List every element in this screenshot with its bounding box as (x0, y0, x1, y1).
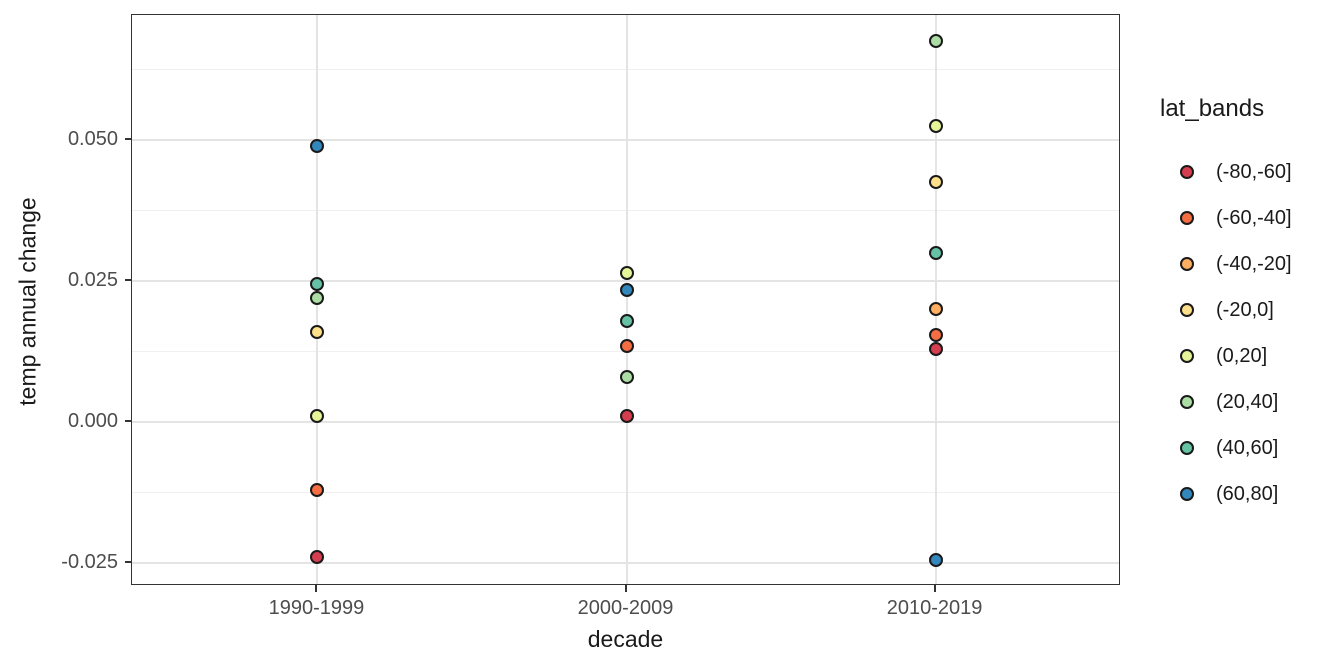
legend-title: lat_bands (1160, 95, 1265, 122)
gridline-major-vertical (625, 15, 628, 584)
legend-entry: (60,80] (1160, 471, 1340, 517)
legend-entry-label: (60,80] (1216, 482, 1279, 505)
data-point-(-40,-20] (928, 302, 943, 317)
legend-entry: (-40,-20] (1160, 241, 1340, 287)
y-tick-mark (125, 560, 131, 563)
legend-entry-label: (-80,-60] (1216, 160, 1292, 183)
legend-entry: (20,40] (1160, 379, 1340, 425)
data-point-(60,80] (928, 553, 943, 568)
y-tick-label: 0.050 (67, 128, 118, 151)
data-point-(40,60] (928, 245, 943, 260)
data-point-(-60,-40] (928, 327, 943, 342)
y-tick-mark (125, 279, 131, 282)
legend-key-icon (1180, 303, 1194, 317)
legend-key-icon (1180, 441, 1194, 455)
plot-panel (131, 14, 1120, 585)
legend-key-icon (1180, 395, 1194, 409)
data-point-(-60,-40] (310, 482, 325, 497)
x-tick-mark (933, 585, 936, 592)
legend-key-icon (1180, 211, 1194, 225)
legend-entry: (-60,-40] (1160, 195, 1340, 241)
data-point-(-20,0] (310, 324, 325, 339)
data-point-(60,80] (619, 282, 634, 297)
data-point-(-80,-60] (928, 341, 943, 356)
y-tick-mark (125, 419, 131, 422)
legend-entry-label: (-40,-20] (1216, 252, 1292, 275)
legend: lat_bands (-80,-60] (-60,-40] (-40,-20] (-2… (1160, 95, 1340, 517)
y-tick-label: 0.000 (67, 409, 118, 432)
legend-entry-label: (-60,-40] (1216, 206, 1292, 229)
y-tick-mark (125, 138, 131, 141)
gridline-major-vertical (934, 15, 937, 584)
x-tick-label: 1990-1999 (268, 597, 365, 619)
data-point-(-80,-60] (619, 409, 634, 424)
data-point-(20,40] (310, 290, 325, 305)
legend-entry-label: (0,20] (1216, 344, 1268, 367)
data-point-(0,20] (310, 409, 325, 424)
data-point-(-60,-40] (619, 338, 634, 353)
data-point-(20,40] (928, 34, 943, 49)
legend-entries: (-80,-60] (-60,-40] (-40,-20] (-20,0] (0,20]… (1160, 149, 1340, 517)
legend-entry: (40,60] (1160, 425, 1340, 471)
legend-entry-label: (40,60] (1216, 436, 1279, 459)
y-axis-title: temp annual change (14, 197, 41, 406)
x-tick-label: 2010-2019 (886, 597, 983, 619)
legend-key-icon (1180, 165, 1194, 179)
y-tick-label: -0.025 (61, 550, 118, 573)
data-point-(-20,0] (928, 175, 943, 190)
data-point-(40,60] (310, 276, 325, 291)
legend-key-icon (1180, 487, 1194, 501)
legend-key-icon (1180, 257, 1194, 271)
data-point-(0,20] (619, 265, 634, 280)
data-point-(20,40] (619, 369, 634, 384)
legend-entry: (-20,0] (1160, 287, 1340, 333)
x-axis-title: decade (587, 626, 664, 652)
x-tick-label: 2000-2009 (577, 597, 674, 619)
legend-entry-label: (20,40] (1216, 390, 1279, 413)
x-tick-mark (315, 585, 318, 592)
y-tick-label: 0.025 (67, 269, 118, 292)
legend-entry: (0,20] (1160, 333, 1340, 379)
data-point-(0,20] (928, 119, 943, 134)
x-tick-mark (624, 585, 627, 592)
legend-entry: (-80,-60] (1160, 149, 1340, 195)
data-point-(-80,-60] (310, 550, 325, 565)
data-point-(60,80] (310, 138, 325, 153)
legend-key-icon (1180, 349, 1194, 363)
legend-entry-label: (-20,0] (1216, 298, 1274, 321)
data-point-(40,60] (619, 313, 634, 328)
